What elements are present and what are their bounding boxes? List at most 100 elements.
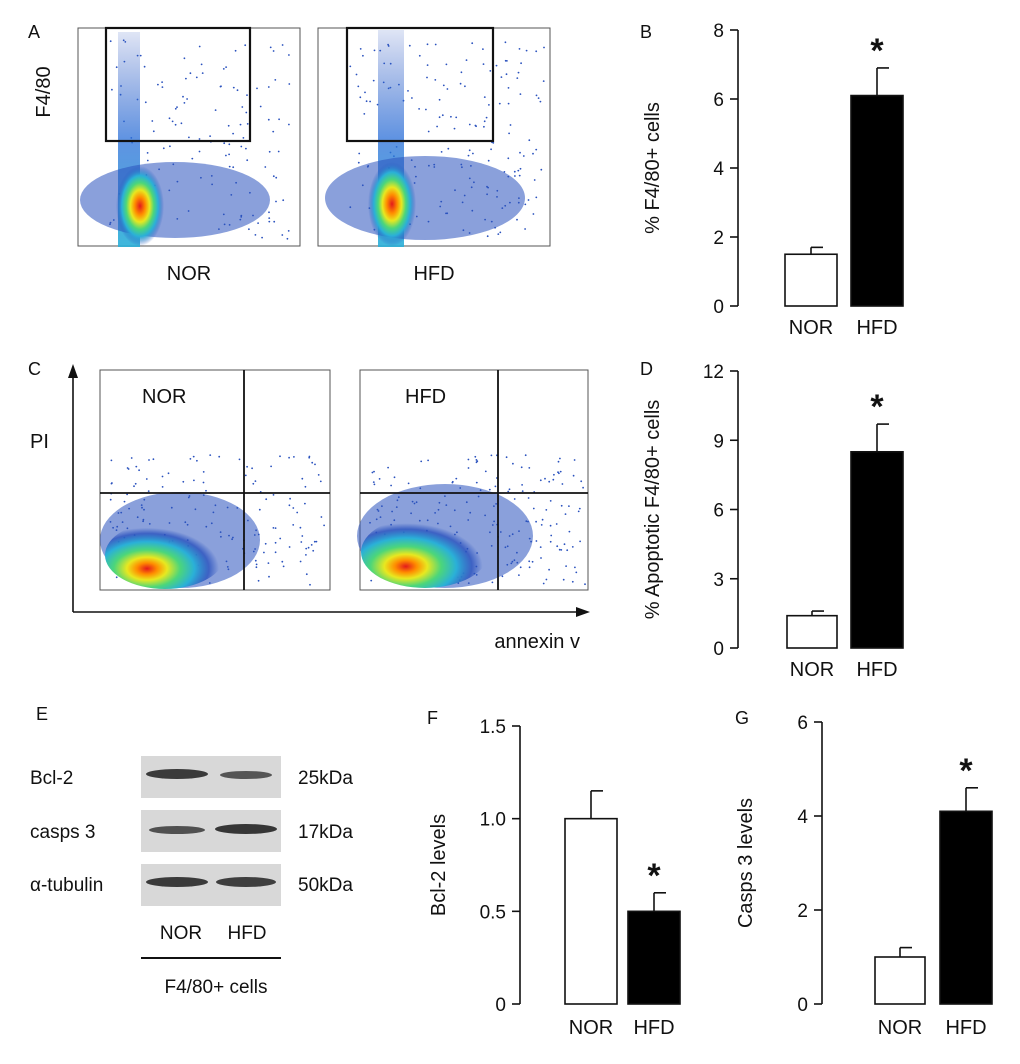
event-dot bbox=[109, 498, 112, 501]
event-dot bbox=[516, 77, 519, 79]
event-dot bbox=[315, 540, 318, 543]
event-dot bbox=[516, 218, 518, 221]
event-dot bbox=[438, 116, 441, 119]
x-category-label: HFD bbox=[945, 1017, 986, 1039]
event-dot bbox=[222, 68, 225, 70]
event-dot bbox=[143, 65, 146, 68]
event-dot bbox=[358, 152, 361, 155]
event-dot bbox=[518, 174, 521, 177]
event-dot bbox=[130, 457, 133, 459]
event-dot bbox=[185, 77, 187, 80]
event-dot bbox=[494, 485, 497, 488]
significance-marker: * bbox=[647, 857, 661, 895]
event-dot bbox=[501, 575, 504, 578]
event-dot bbox=[518, 574, 520, 576]
event-dot bbox=[147, 490, 150, 492]
event-dot bbox=[161, 475, 164, 478]
event-dot bbox=[475, 481, 478, 484]
blot-row-bcl2: Bcl-2 25kDa bbox=[30, 756, 353, 798]
event-dot bbox=[540, 168, 543, 171]
event-dot bbox=[193, 479, 195, 482]
event-dot bbox=[528, 560, 531, 563]
blot-row-label: casps 3 bbox=[30, 822, 95, 843]
event-dot bbox=[304, 485, 307, 488]
blot-row-size: 25kDa bbox=[298, 768, 353, 789]
event-dot bbox=[274, 551, 277, 554]
event-dot bbox=[537, 97, 540, 99]
event-dot bbox=[427, 130, 430, 133]
event-dot bbox=[364, 91, 366, 94]
event-dot bbox=[174, 123, 177, 126]
y-tick-label: 6 bbox=[713, 90, 724, 111]
event-dot bbox=[519, 151, 521, 154]
x-category-label: HFD bbox=[856, 317, 897, 339]
event-dot bbox=[292, 507, 295, 509]
event-dot bbox=[273, 220, 276, 223]
event-dot bbox=[483, 96, 486, 98]
event-dot bbox=[196, 459, 198, 462]
event-dot bbox=[359, 96, 362, 99]
y-tick-label: 0.5 bbox=[480, 902, 506, 923]
event-dot bbox=[475, 459, 478, 461]
event-dot bbox=[362, 54, 364, 57]
event-dot bbox=[548, 480, 551, 483]
event-dot bbox=[373, 483, 376, 486]
event-dot bbox=[272, 527, 275, 529]
bar-hfd bbox=[627, 910, 681, 1005]
y-tick-label: 6 bbox=[797, 713, 808, 734]
density-hotspot bbox=[105, 521, 225, 589]
blot-band-hfd bbox=[215, 824, 277, 834]
event-dot bbox=[425, 108, 427, 111]
event-dot bbox=[453, 127, 456, 130]
bar-nor bbox=[784, 253, 838, 307]
blot-lane-hfd: HFD bbox=[227, 923, 266, 944]
event-dot bbox=[278, 118, 280, 121]
event-dot bbox=[564, 513, 567, 515]
event-dot bbox=[518, 48, 521, 50]
event-dot bbox=[225, 66, 228, 68]
plot-a-hfd-label: HFD bbox=[413, 263, 454, 285]
event-dot bbox=[320, 516, 323, 518]
event-dot bbox=[279, 537, 282, 540]
event-dot bbox=[475, 125, 477, 128]
event-dot bbox=[152, 458, 155, 461]
event-dot bbox=[539, 546, 542, 548]
event-dot bbox=[133, 485, 135, 488]
event-dot bbox=[482, 63, 485, 65]
flow-plot-c-nor: NOR bbox=[99, 369, 331, 591]
event-dot bbox=[541, 518, 544, 521]
event-dot bbox=[418, 108, 420, 110]
y-tick-label: 3 bbox=[713, 570, 724, 591]
event-dot bbox=[209, 454, 212, 456]
blot-row-size: 17kDa bbox=[298, 822, 353, 843]
event-dot bbox=[168, 117, 171, 120]
event-dot bbox=[171, 120, 174, 123]
event-dot bbox=[287, 230, 290, 232]
panel-a-y-label: F4/80 bbox=[33, 66, 55, 117]
y-axis-title: Casps 3 levels bbox=[735, 798, 757, 928]
event-dot bbox=[282, 565, 285, 568]
event-dot bbox=[550, 534, 553, 537]
event-dot bbox=[152, 130, 155, 133]
event-dot bbox=[255, 563, 258, 566]
bar-chart-g: G 0 2 4 6 Casps 3 levels NOR * HFD bbox=[735, 708, 993, 1039]
event-dot bbox=[445, 63, 448, 66]
event-dot bbox=[519, 167, 522, 170]
event-dot bbox=[468, 123, 471, 126]
event-dot bbox=[446, 88, 449, 90]
event-dot bbox=[464, 85, 466, 88]
event-dot bbox=[520, 466, 523, 469]
bar-chart-f: F 0 0.5 1.0 1.5 Bcl-2 levels NOR * HFD bbox=[427, 708, 681, 1039]
event-dot bbox=[198, 45, 201, 48]
event-dot bbox=[407, 482, 410, 485]
event-dot bbox=[517, 169, 520, 172]
panel-letter-f: F bbox=[427, 708, 438, 728]
y-tick-label: 0 bbox=[495, 995, 506, 1016]
event-dot bbox=[258, 508, 261, 511]
blot-lane-nor: NOR bbox=[160, 923, 202, 944]
event-dot bbox=[520, 62, 522, 65]
event-dot bbox=[277, 150, 280, 153]
event-dot bbox=[126, 493, 128, 496]
blot-band-nor bbox=[146, 877, 208, 887]
event-dot bbox=[267, 562, 270, 564]
